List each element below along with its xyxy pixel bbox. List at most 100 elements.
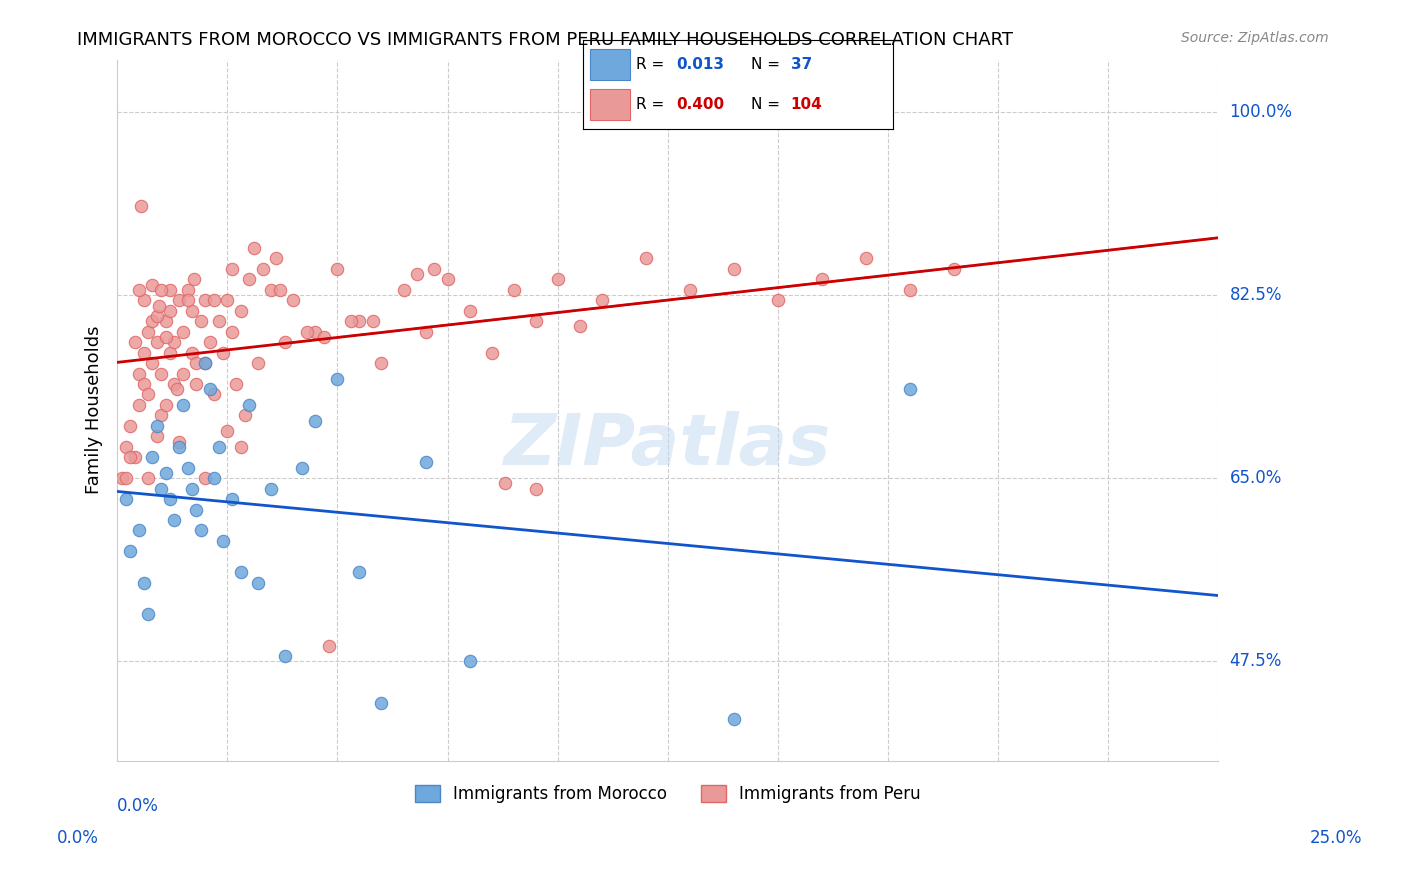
Point bbox=[183, 272, 205, 286]
Point bbox=[150, 482, 173, 496]
Point bbox=[679, 283, 702, 297]
Point bbox=[176, 460, 198, 475]
Point bbox=[167, 440, 190, 454]
Point bbox=[155, 330, 177, 344]
Y-axis label: Family Households: Family Households bbox=[86, 326, 103, 494]
Point bbox=[186, 356, 208, 370]
Point bbox=[898, 382, 921, 396]
Point bbox=[159, 345, 181, 359]
Point bbox=[458, 654, 481, 668]
Point bbox=[339, 314, 361, 328]
Point bbox=[146, 309, 169, 323]
Point bbox=[221, 492, 243, 507]
Point bbox=[273, 335, 295, 350]
Point bbox=[766, 293, 789, 308]
Point bbox=[283, 293, 305, 308]
Point bbox=[141, 450, 163, 465]
Point bbox=[167, 293, 190, 308]
Text: 104: 104 bbox=[790, 97, 823, 112]
Point bbox=[524, 314, 547, 328]
Point bbox=[141, 356, 163, 370]
Point bbox=[370, 696, 392, 710]
Point bbox=[202, 293, 225, 308]
Text: 0.013: 0.013 bbox=[676, 57, 724, 71]
Point bbox=[723, 712, 745, 726]
Point bbox=[273, 648, 295, 663]
Point bbox=[349, 566, 371, 580]
Point bbox=[146, 429, 169, 443]
Point bbox=[124, 335, 146, 350]
Point bbox=[349, 314, 371, 328]
Point bbox=[202, 471, 225, 485]
Point bbox=[128, 367, 150, 381]
Point bbox=[212, 533, 235, 548]
Point bbox=[136, 387, 159, 401]
Text: IMMIGRANTS FROM MOROCCO VS IMMIGRANTS FROM PERU FAMILY HOUSEHOLDS CORRELATION CH: IMMIGRANTS FROM MOROCCO VS IMMIGRANTS FR… bbox=[77, 31, 1014, 49]
Point bbox=[326, 261, 349, 276]
Point bbox=[128, 398, 150, 412]
Point bbox=[148, 298, 170, 312]
Point bbox=[524, 482, 547, 496]
Point bbox=[207, 314, 229, 328]
Text: 65.0%: 65.0% bbox=[1230, 469, 1282, 487]
Point bbox=[291, 460, 314, 475]
Point bbox=[423, 261, 446, 276]
Point bbox=[855, 252, 877, 266]
Point bbox=[202, 387, 225, 401]
Point bbox=[502, 283, 524, 297]
Bar bbox=[589, 49, 630, 80]
Point bbox=[361, 314, 384, 328]
Point bbox=[115, 440, 138, 454]
Point bbox=[314, 330, 336, 344]
Text: 82.5%: 82.5% bbox=[1230, 286, 1282, 304]
Point bbox=[136, 607, 159, 622]
Text: 0.0%: 0.0% bbox=[117, 797, 159, 815]
Text: ZIPatlas: ZIPatlas bbox=[505, 410, 831, 480]
Point bbox=[221, 325, 243, 339]
Point bbox=[150, 283, 173, 297]
Point bbox=[217, 424, 239, 438]
Point bbox=[221, 261, 243, 276]
Point bbox=[264, 252, 287, 266]
Point bbox=[392, 283, 415, 297]
Point bbox=[155, 314, 177, 328]
Point bbox=[194, 356, 217, 370]
Point bbox=[238, 272, 260, 286]
Point bbox=[186, 502, 208, 516]
Point bbox=[167, 434, 190, 449]
Point bbox=[634, 252, 657, 266]
Point bbox=[190, 314, 212, 328]
Point bbox=[547, 272, 569, 286]
Point bbox=[458, 303, 481, 318]
Point bbox=[229, 566, 252, 580]
Point bbox=[415, 325, 437, 339]
Point bbox=[229, 303, 252, 318]
Text: 0.0%: 0.0% bbox=[56, 829, 98, 847]
Text: N =: N = bbox=[751, 57, 785, 71]
Point bbox=[159, 492, 181, 507]
Point bbox=[247, 356, 270, 370]
Point bbox=[304, 414, 326, 428]
Point bbox=[252, 261, 274, 276]
Point bbox=[115, 492, 138, 507]
Point bbox=[326, 372, 349, 386]
Point bbox=[233, 409, 256, 423]
Point bbox=[159, 303, 181, 318]
Text: Source: ZipAtlas.com: Source: ZipAtlas.com bbox=[1181, 31, 1329, 45]
Text: 37: 37 bbox=[790, 57, 813, 71]
Point bbox=[159, 283, 181, 297]
Point bbox=[242, 241, 264, 255]
Point bbox=[568, 319, 591, 334]
Point bbox=[120, 544, 142, 558]
Point bbox=[110, 471, 132, 485]
Point bbox=[304, 325, 326, 339]
Point bbox=[132, 376, 155, 391]
Point bbox=[176, 283, 198, 297]
Point bbox=[436, 272, 458, 286]
Point bbox=[225, 376, 247, 391]
Point bbox=[943, 261, 966, 276]
Point bbox=[591, 293, 613, 308]
Point bbox=[229, 440, 252, 454]
Text: R =: R = bbox=[636, 57, 669, 71]
Point bbox=[212, 345, 235, 359]
